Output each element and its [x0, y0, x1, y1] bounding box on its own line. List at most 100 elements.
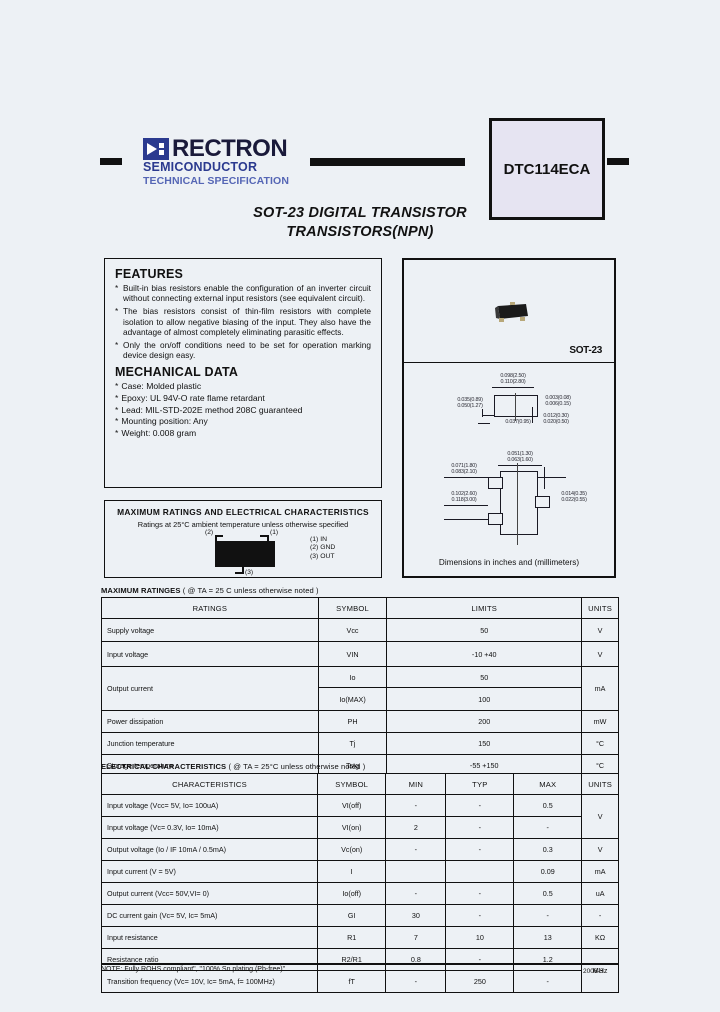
cell-max: -	[513, 816, 583, 839]
col-typ: TYP	[445, 773, 515, 795]
cell-typ: -	[445, 794, 515, 817]
cell-max: 0.5	[513, 794, 583, 817]
cell-limits: 100	[386, 687, 583, 711]
equiv-lead-3	[242, 567, 244, 574]
bullet-icon: *	[115, 340, 119, 351]
cell-min: -	[385, 794, 447, 817]
equiv-pin2-label: (2)	[205, 529, 214, 536]
sot23-package-photo	[490, 300, 534, 335]
rectron-arrow-icon	[143, 138, 169, 160]
feature-item: * Only the on/off conditions need to be …	[115, 340, 371, 360]
cell-symbol: GI	[317, 904, 387, 927]
dim-label-left-b1: 0.071(1.80) 0.083(2.10)	[451, 463, 477, 475]
dim-label-bottom-top: 0.037(0.95)	[505, 419, 531, 425]
max-ratings-caption: MAXIMUM RATINGES ( @ TA = 25 C unless ot…	[101, 586, 319, 595]
cell-max: 13	[513, 926, 583, 949]
cell-typ: -	[445, 904, 515, 927]
cell-symbol: R1	[317, 926, 387, 949]
package-photo-panel: SOT-23	[404, 260, 614, 363]
bullet-icon: *	[115, 381, 119, 392]
electrical-caption-bold: ELECTRICAL CHARACTERISTICS	[101, 762, 227, 771]
cell-typ	[445, 860, 515, 883]
table-row: Output current (Vcc= 50V,VI= 0) Io(off) …	[100, 882, 619, 905]
cell-symbol: VIN	[317, 641, 388, 667]
mechanical-text: Case: Molded plastic	[121, 381, 202, 392]
cell-units: uA	[581, 882, 619, 905]
cell-symbol: Io(off)	[317, 882, 387, 905]
table-header-row: CHARACTERISTICS SYMBOL MIN TYP MAX UNITS	[100, 773, 619, 795]
equiv-pin-legend-1: (1) IN	[310, 536, 327, 543]
table-row: Input current (V = 5V) I 0.09 mA	[100, 860, 619, 883]
feature-text: Built-in bias resistors enable the confi…	[123, 283, 371, 304]
cell-min: 30	[385, 904, 447, 927]
cell-characteristic: DC current gain (Vc= 5V, Ic= 5mA)	[100, 904, 319, 927]
cell-limits: 50	[386, 618, 583, 642]
footer-note: NOTE: Fully ROHS compliant", "100% Sn pl…	[101, 966, 288, 973]
table-row: Input voltage (Vc= 0.3V, Io= 10mA) VI(on…	[100, 816, 619, 839]
cell-characteristic: Input resistance	[100, 926, 319, 949]
logo-tagline: TECHNICAL SPECIFICATION	[143, 175, 289, 187]
rectron-logo: RECTRON SEMICONDUCTOR TECHNICAL SPECIFIC…	[143, 137, 303, 187]
cell-units: V	[581, 838, 619, 861]
table-header-row: RATINGS SYMBOL LIMITS UNITS	[101, 597, 619, 619]
dim-line-left-b3	[444, 519, 488, 520]
col-ratings: RATINGS	[101, 597, 319, 619]
equiv-pin1-label: (1)	[270, 529, 279, 536]
cell-typ: -	[445, 816, 515, 839]
cell-units: MHz	[581, 948, 619, 993]
table-row: Output current Io 50 mA	[101, 666, 619, 711]
equiv-title: MAXIMUM RATINGS AND ELECTRICAL CHARACTER…	[117, 507, 369, 517]
cell-typ: 10	[445, 926, 515, 949]
cell-rating: Power dissipation	[101, 710, 319, 733]
package-name: SOT-23	[569, 345, 602, 356]
dim-centerline-bottom	[517, 463, 518, 545]
feature-text: Only the on/off conditions need to be se…	[123, 340, 371, 361]
dim-label-mid: 0.051(1.30) 0.063(1.60)	[507, 451, 533, 463]
mechanical-item: * Case: Molded plastic	[115, 381, 371, 393]
dim-label-left-b2: 0.102(2.60) 0.118(3.00)	[451, 491, 477, 503]
table-row: Input voltage (Vcc= 5V, Io= 100uA) VI(of…	[100, 794, 619, 839]
cell-symbol: VI(on)	[317, 816, 387, 839]
dim-line-left-b1	[444, 477, 488, 478]
mechanical-item: * Weight: 0.008 gram	[115, 428, 371, 440]
features-heading: FEATURES	[115, 267, 184, 281]
equiv-lead-1	[267, 535, 269, 542]
header-rule-right	[607, 158, 629, 165]
table-row: Storage temperature Tstg -55 +150 °C	[101, 754, 619, 777]
dim-line-mid	[498, 465, 542, 466]
equiv-pin-legend-3: (3) OUT	[310, 552, 335, 560]
cell-rating: Output current	[101, 666, 319, 711]
cell-units: °C	[581, 732, 619, 755]
cell-characteristic: Input current (V = 5V)	[100, 860, 319, 883]
table-row: Output voltage (Io / IF 10mA / 0.5mA) Vc…	[100, 838, 619, 861]
equiv-pin-legend: (1) IN (2) GND (3) OUT	[310, 536, 335, 561]
cell-characteristic: Output voltage (Io / IF 10mA / 0.5mA)	[100, 838, 319, 861]
bullet-icon: *	[115, 416, 119, 427]
bullet-icon: *	[115, 393, 119, 404]
cell-symbol: PH	[317, 710, 388, 733]
cell-min: 0.8	[385, 948, 447, 971]
cell-symbol: Tj	[317, 732, 388, 755]
max-ratings-table: RATINGS SYMBOL LIMITS UNITS Supply volta…	[101, 597, 619, 777]
table-row: Resistance ratio R2/R1 0.8 - 1.2 MHz	[100, 948, 619, 993]
package-drawing-box: SOT-23 0.098(2.50) 0.110(2.80) 0.035(0.89…	[402, 258, 616, 578]
cell-units: V	[581, 794, 619, 839]
dim-top-body	[500, 471, 538, 535]
cell-max: 0.5	[513, 882, 583, 905]
part-number: DTC114ECA	[503, 160, 591, 178]
header-rule-middle	[310, 158, 465, 166]
part-number-box: DTC114ECA	[489, 118, 605, 220]
cell-symbol: I	[317, 860, 387, 883]
col-characteristics: CHARACTERISTICS	[100, 773, 319, 795]
cell-units: -	[581, 904, 619, 927]
cell-symbol: Io(MAX)	[317, 687, 388, 711]
cell-symbol: Vc(on)	[317, 838, 387, 861]
mechanical-text: Mounting position: Any	[121, 416, 208, 427]
cell-limits: 150	[386, 732, 583, 755]
bullet-icon: *	[115, 283, 119, 293]
dim-line-bottom-top	[478, 423, 490, 424]
col-max: MAX	[513, 773, 583, 795]
equiv-lead-3b	[235, 572, 244, 574]
bullet-icon: *	[115, 306, 119, 317]
equivalent-circuit-box: MAXIMUM RATINGS AND ELECTRICAL CHARACTER…	[104, 500, 382, 578]
